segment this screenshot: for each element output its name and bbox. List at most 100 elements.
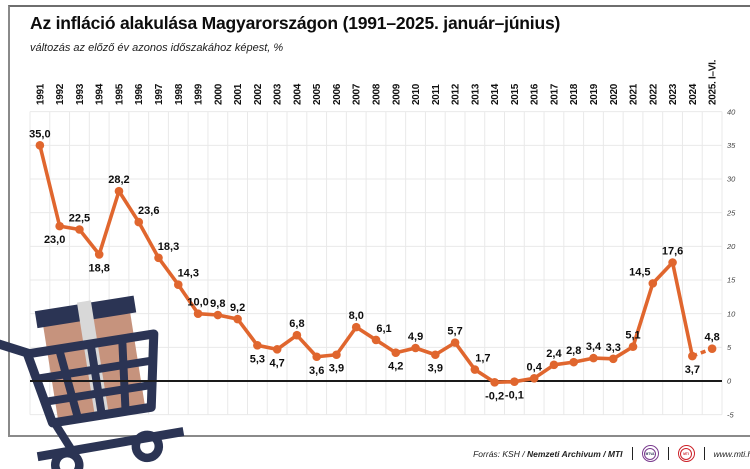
year-tick-label: 1999 [194,83,205,105]
year-tick-label: 1998 [174,83,185,105]
data-point [233,314,242,324]
data-point [707,344,717,353]
data-point-label: 4,7 [269,357,284,369]
page-title: Az infláció alakulása Magyarországon (19… [30,13,561,33]
data-point [549,360,559,370]
year-tick-label: 2019 [589,83,600,105]
year-tick-label: 2000 [213,83,224,105]
source-text: Forrás: KSH / Nemzeti Archivum / MTI [473,449,622,459]
data-point [272,345,282,354]
data-point [292,330,302,340]
data-point [688,351,697,361]
year-tick-label: 1992 [55,83,66,105]
year-tick-label: 2004 [292,83,303,105]
data-point-label: 5,7 [447,326,462,338]
shopping-cart-illustration [0,295,185,469]
year-tick-label: 2021 [629,83,640,105]
source-prefix: Forrás: KSH / [473,448,527,459]
data-point-label: -0,2 [485,390,504,402]
y-axis-tick-label: 5 [727,343,732,352]
year-tick-label: 2020 [609,83,620,105]
data-point-label: 5,1 [625,330,640,342]
source-bold: Nemzeti Archivum / MTI [526,448,623,459]
mtva-logo-text: MTVA [644,447,657,460]
data-point [431,350,440,360]
data-point-label: 4,2 [388,361,403,373]
data-point-label: 22,5 [69,213,90,225]
y-axis-tick-label: 0 [727,377,732,386]
year-tick-label: 2008 [372,83,383,105]
data-point [529,374,539,383]
data-point-label: 2,8 [566,345,581,357]
data-point [213,310,223,320]
data-point [154,253,163,263]
data-point [608,354,618,364]
data-point-label: 4,8 [704,332,719,344]
cart-wheel-left [51,448,84,469]
year-tick-label: 1994 [95,83,106,105]
cart-chassis [51,420,75,451]
year-tick-label: 2005 [312,83,323,105]
data-point-label: -0,1 [505,390,524,402]
data-point [510,377,519,386]
data-point-label: 8,0 [349,310,364,322]
data-point-label: 3,9 [428,363,443,375]
data-point-label: 9,8 [210,298,225,310]
data-point [589,353,598,363]
inflation-line [38,144,695,385]
data-point [470,365,480,374]
data-point-label: 18,3 [158,241,179,253]
data-point-label: 4,9 [408,331,423,343]
year-tick-label: 2017 [549,83,560,105]
year-tick-label: 2011 [431,84,442,105]
data-point [134,217,144,227]
data-point [351,322,361,332]
year-tick-label: 2009 [391,83,402,105]
mtva-logo-icon: MTVA [641,445,659,462]
data-point-label: 18,8 [88,262,109,274]
year-tick-label: 2016 [530,83,541,105]
y-axis-tick-label: 10 [727,309,736,318]
year-tick-label: 1997 [154,83,165,105]
data-point [75,225,84,234]
data-point [332,350,341,360]
cart-basket [22,329,159,428]
data-point [490,378,499,387]
year-tick-label: 1996 [134,83,145,105]
data-point [371,335,381,345]
year-tick-label: 2003 [273,83,284,105]
year-tick-label: 2007 [352,83,363,105]
data-point [173,280,183,290]
year-tick-label: 2002 [253,83,264,105]
mti-logo-icon: MTI [677,445,695,462]
data-point-label: 23,6 [138,205,159,217]
footer: Forrás: KSH / Nemzeti Archivum / MTI MTV… [0,438,750,469]
data-point [114,186,124,196]
y-axis-tick-label: 15 [727,276,736,285]
data-point-label: 17,6 [662,245,683,257]
data-point-label: 3,9 [329,363,344,375]
y-axis-tick-label: -5 [727,410,734,419]
separator-bar [667,447,669,460]
data-point-label: 28,2 [108,174,129,186]
data-point-label: 14,3 [178,268,199,280]
data-point [391,348,401,358]
data-point [312,352,321,362]
data-point-label: 9,2 [230,302,245,314]
data-point [450,338,460,347]
data-point-label: 1,7 [475,353,490,365]
data-point-label: 3,4 [586,341,602,353]
year-tick-label: 2006 [332,83,343,105]
data-point-label: 3,3 [606,342,621,354]
data-point-label: 23,0 [44,234,65,246]
data-point [35,141,45,150]
page-subtitle: változás az előző év azonos időszakához … [30,42,284,54]
year-tick-label: 1991 [35,83,46,105]
data-point-label: 14,5 [629,266,650,278]
year-tick-label: 1995 [114,83,125,105]
website-text: www.mti.hu [713,448,750,459]
year-tick-label: 2010 [411,83,422,105]
